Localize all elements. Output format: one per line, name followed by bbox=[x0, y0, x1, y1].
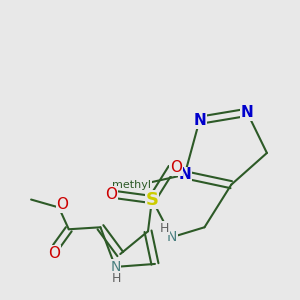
Text: N: N bbox=[178, 167, 191, 182]
Text: methyl: methyl bbox=[112, 180, 151, 190]
Text: O: O bbox=[48, 245, 60, 260]
Text: N: N bbox=[193, 113, 206, 128]
Text: O: O bbox=[170, 160, 182, 175]
Text: N: N bbox=[167, 230, 177, 244]
Text: H: H bbox=[160, 222, 169, 235]
Text: S: S bbox=[146, 190, 158, 208]
Text: N: N bbox=[110, 260, 121, 274]
Text: H: H bbox=[112, 272, 122, 285]
Text: O: O bbox=[105, 187, 117, 202]
Text: N: N bbox=[241, 105, 254, 120]
Text: O: O bbox=[56, 197, 68, 212]
